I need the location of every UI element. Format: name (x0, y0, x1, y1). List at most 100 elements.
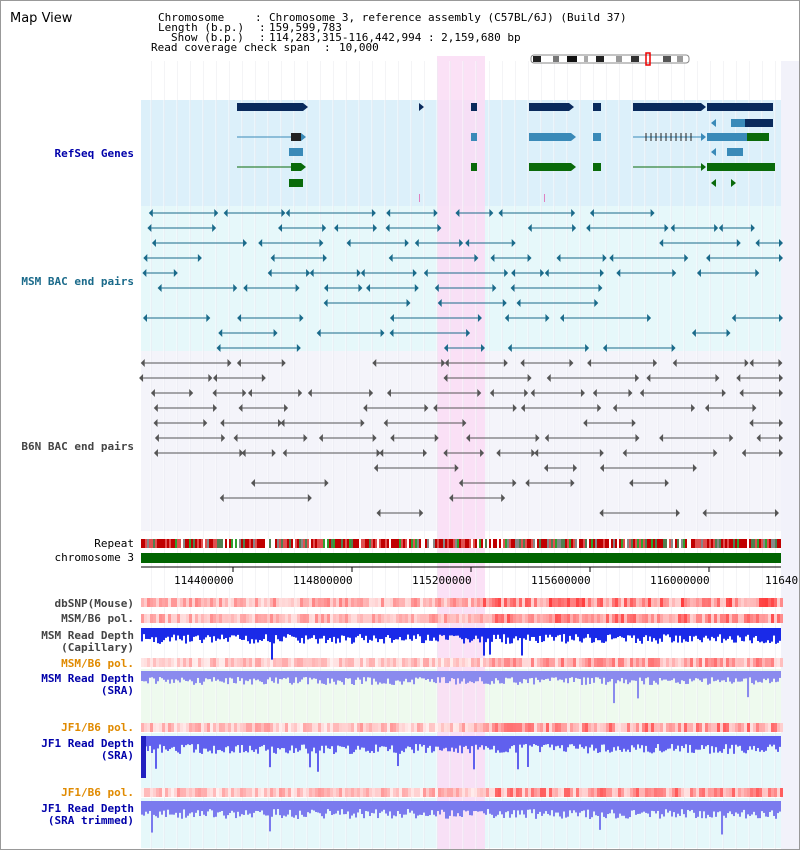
dbsnp-heat-cell (723, 598, 726, 607)
msm-pol-heat-cell (522, 614, 525, 623)
msm-pol2-heat-cell (759, 658, 762, 667)
msm-depth-cap-bar (169, 628, 171, 642)
dbsnp-heat-cell (528, 598, 531, 607)
msm-bac-pair-end (346, 239, 351, 247)
b6n-bac-pair-end (702, 509, 707, 517)
msm-pol-heat-cell (717, 614, 720, 623)
jf1-depth-sra-bar (485, 736, 487, 747)
repeat-segment (259, 539, 261, 548)
repeat-segment (323, 539, 325, 548)
msm-pol2-heat-cell (396, 658, 399, 667)
msm-depth-cap-bar (311, 628, 313, 638)
b6n-bac-pair-end (379, 449, 384, 457)
msm-depth-sra-bar (369, 671, 371, 678)
msm-pol2-heat-cell (606, 658, 609, 667)
msm-pol2-heat-cell (717, 658, 720, 667)
jf1-depth-sra-bar (445, 736, 447, 748)
b6n-bac-pair-end (433, 404, 438, 412)
b6n-bac-pair-end (458, 479, 463, 487)
b6n-bac-pair-end (424, 404, 429, 412)
jf1-depth-trim-bar (397, 801, 399, 812)
jf1-depth-sra-bar (661, 736, 663, 753)
jf1-depth-sra-bar (615, 736, 617, 751)
msm-depth-cap-bar (533, 628, 535, 637)
msm-pol-heat-cell (270, 614, 273, 623)
jf1-pol2-heat-cell (336, 788, 339, 797)
dbsnp-heat-cell (252, 598, 255, 607)
msm-depth-cap-bar (171, 628, 173, 638)
dbsnp-heat-cell (687, 598, 690, 607)
msm-bac-pair-end (492, 284, 497, 292)
dbsnp-heat-cell (753, 598, 756, 607)
jf1-depth-trim-bar (257, 801, 259, 811)
jf1-depth-sra-bar (519, 736, 521, 745)
repeat-segment (389, 539, 391, 548)
repeat-segment (377, 539, 379, 548)
jf1-depth-sra-bar (209, 736, 211, 751)
msm-depth-cap-bar (503, 628, 505, 635)
msm-depth-sra-bar (749, 671, 751, 678)
msm-depth-cap-bar (163, 628, 165, 641)
msm-depth-cap-bar (557, 628, 559, 636)
repeat-segment (505, 539, 507, 548)
jf1-depth-sra-bar (659, 736, 661, 751)
msm-depth-sra-bar (435, 671, 437, 684)
jf1-depth-sra-bar (341, 736, 343, 747)
jf1-depth-sra-bar (403, 736, 405, 753)
jf1-depth-trim-bar (567, 801, 569, 817)
msm-depth-sra-bar (343, 671, 345, 685)
msm-depth-sra-bar (245, 671, 247, 681)
jf1-depth-sra-bar (499, 736, 501, 753)
msm-depth-cap-bar (559, 628, 561, 635)
msm-depth-sra-bar (569, 671, 571, 678)
msm-depth-cap-bar (447, 628, 449, 640)
jf1-pol-heat-cell (225, 723, 228, 732)
dbsnp-heat-cell (444, 598, 447, 607)
repeat-segment (493, 539, 495, 548)
jf1-depth-trim-bar (775, 801, 777, 819)
jf1-depth-sra-bar (349, 736, 351, 754)
jf1-pol-heat-cell (645, 723, 648, 732)
jf1-pol-heat-cell (216, 723, 219, 732)
jf1-pol-heat-cell (600, 723, 603, 732)
jf1-depth-sra-bar (487, 736, 489, 748)
repeat-segment (713, 539, 715, 548)
msm-depth-cap-bar (607, 628, 609, 636)
jf1-depth-sra-bar (343, 736, 345, 748)
jf1-pol2-heat-cell (333, 788, 336, 797)
msm-depth-sra-bar (155, 671, 157, 684)
msm-depth-cap-bar (383, 628, 385, 644)
jf1-depth-sra-bar (597, 736, 599, 753)
msm-depth-sra-bar (311, 671, 313, 680)
jf1-depth-trim-bar (195, 801, 197, 813)
msm-bac-pair-end (671, 344, 676, 352)
dbsnp-heat-cell (558, 598, 561, 607)
repeat-segment (533, 539, 535, 548)
jf1-depth-sra-bar (191, 736, 193, 745)
b6n-bac-pair-end (524, 389, 529, 397)
b6n-bac-pair-end (220, 419, 225, 427)
jf1-pol-heat-cell (429, 723, 432, 732)
msm-pol2-heat-cell (150, 658, 153, 667)
gene-strand-arrow (701, 163, 706, 171)
msm-depth-cap-bar (639, 628, 641, 641)
msm-bac-pair-end (358, 284, 363, 292)
jf1-depth-trim-bar (705, 801, 707, 819)
jf1-depth-sra-bar (629, 736, 631, 753)
dbsnp-heat-cell (405, 598, 408, 607)
jf1-depth-sra-bar (767, 736, 769, 747)
jf1-depth-sra-bar (475, 736, 477, 745)
gene-exon (291, 163, 301, 171)
jf1-pol2-heat-cell (177, 788, 180, 797)
jf1-depth-sra-bar (563, 736, 565, 752)
msm-bac-pair-end (540, 269, 545, 277)
msm-pol-heat-cell (288, 614, 291, 623)
dbsnp-heat-cell (399, 598, 402, 607)
msm-bac-pair-end (319, 239, 324, 247)
jf1-pol-heat-cell (564, 723, 567, 732)
b6n-bac-pair-end (535, 434, 540, 442)
msm-bac-pair-end (672, 269, 677, 277)
dbsnp-heat-cell (735, 598, 738, 607)
repeat-segment (605, 539, 607, 548)
